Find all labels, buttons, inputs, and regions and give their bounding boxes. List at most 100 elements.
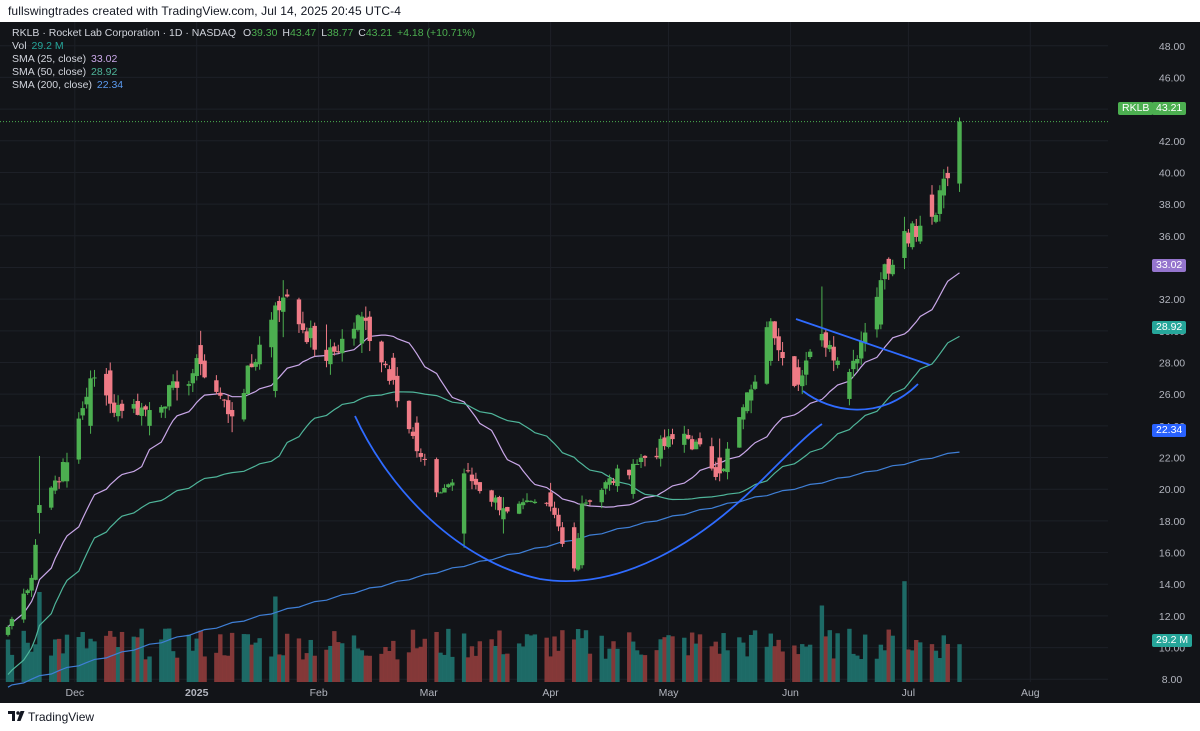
volume-bar bbox=[21, 630, 26, 682]
candle-body bbox=[111, 402, 117, 413]
candle-body bbox=[627, 469, 632, 476]
candle-body bbox=[465, 470, 471, 472]
candle-body bbox=[186, 384, 192, 386]
volume-bar bbox=[583, 630, 589, 682]
candle-body bbox=[5, 626, 11, 635]
sma200-line bbox=[7, 451, 960, 688]
volume-bar bbox=[442, 654, 447, 682]
candle-body bbox=[548, 492, 553, 507]
volume-bar bbox=[642, 655, 648, 682]
volume-bar bbox=[9, 654, 15, 682]
moving-averages bbox=[7, 272, 960, 688]
candle-body bbox=[170, 381, 176, 388]
volume-bar bbox=[560, 630, 565, 682]
volume-bar bbox=[434, 631, 439, 682]
volume-bar bbox=[273, 596, 278, 682]
candle-body bbox=[709, 446, 715, 469]
candle-body bbox=[363, 317, 369, 321]
volume-bar bbox=[524, 634, 530, 682]
volume-bar bbox=[516, 643, 522, 682]
volume-bar bbox=[933, 650, 939, 682]
candle-body bbox=[670, 434, 675, 440]
volume-bar bbox=[630, 641, 636, 682]
volume-bar bbox=[831, 658, 836, 682]
candle-body bbox=[859, 340, 864, 359]
candle-body bbox=[658, 438, 663, 459]
volume-bar bbox=[222, 655, 227, 682]
volume-bar bbox=[33, 644, 38, 682]
volume-bar bbox=[768, 633, 773, 682]
candle-body bbox=[552, 507, 557, 515]
candle-body bbox=[450, 482, 455, 486]
price-chart[interactable]: 48.0046.0044.0042.0040.0038.0036.0034.00… bbox=[0, 22, 1200, 703]
legend-sma25-row: SMA (25, close) 33.02 bbox=[12, 53, 475, 66]
volume-bar bbox=[862, 634, 868, 682]
volume-bar bbox=[713, 641, 718, 682]
volume-bar bbox=[363, 655, 369, 682]
sma200-label: SMA (200, close) bbox=[12, 79, 92, 91]
volume-bar bbox=[111, 636, 117, 682]
candle-body bbox=[615, 468, 620, 487]
volume-bar bbox=[131, 636, 137, 682]
candle-body bbox=[281, 297, 286, 312]
candle-body bbox=[300, 323, 306, 330]
candle-body bbox=[395, 375, 400, 402]
last-price-symbol-tag: RKLB bbox=[1118, 102, 1154, 115]
candle-body bbox=[713, 467, 718, 477]
volume-bar bbox=[245, 634, 251, 682]
candle-body bbox=[827, 344, 832, 350]
volume-bar bbox=[410, 629, 416, 682]
candle-body bbox=[851, 360, 856, 370]
volume-value: 29.2 M bbox=[31, 40, 64, 52]
volume-bar bbox=[324, 649, 329, 682]
time-axis[interactable]: Dec 2025 Feb Mar Apr May Jun Jul Aug bbox=[65, 687, 1039, 699]
volume-bar bbox=[450, 656, 455, 682]
candle-body bbox=[902, 231, 907, 258]
price-tick-label: 26.00 bbox=[1159, 389, 1185, 401]
candle-body bbox=[442, 487, 447, 493]
volume-bar bbox=[308, 639, 313, 682]
volume-bar bbox=[776, 639, 781, 682]
candle-body bbox=[752, 381, 758, 389]
candle-body bbox=[819, 333, 825, 341]
volume-bar bbox=[528, 635, 534, 682]
volume-bar bbox=[638, 654, 644, 682]
volume-bar bbox=[395, 659, 400, 682]
candle-body bbox=[571, 527, 577, 569]
candle-body bbox=[772, 321, 777, 339]
volume-bar bbox=[25, 642, 30, 682]
price-axis[interactable]: 48.0046.0044.0042.0040.0038.0036.0034.00… bbox=[1159, 41, 1185, 686]
volume-bar bbox=[194, 638, 199, 682]
candle-body bbox=[823, 332, 829, 348]
candle-body bbox=[336, 351, 341, 353]
candle-body bbox=[60, 461, 66, 482]
sma200-price-tag: 22.34 bbox=[1152, 424, 1187, 437]
candle-body bbox=[135, 400, 140, 415]
ohlc-change: +4.18 (+10.71%) bbox=[397, 27, 476, 39]
candle-body bbox=[520, 502, 526, 506]
volume-bar bbox=[599, 635, 604, 682]
volume-bar bbox=[115, 647, 121, 682]
candle-body bbox=[941, 178, 946, 196]
candle-body bbox=[634, 463, 640, 465]
ohlc-open-label: O bbox=[243, 27, 252, 39]
legend-symbol-row: RKLB · Rocket Lab Corporation · 1D · NAS… bbox=[12, 27, 475, 40]
candle-body bbox=[225, 400, 231, 415]
chart-pane[interactable]: 48.0046.0044.0042.0040.0038.0036.0034.00… bbox=[0, 22, 1200, 703]
volume-bar bbox=[615, 648, 620, 682]
volume-bar bbox=[902, 581, 907, 682]
candle-body bbox=[741, 407, 746, 420]
candle-body bbox=[882, 264, 888, 280]
candle-body bbox=[642, 455, 648, 458]
candles bbox=[5, 117, 962, 637]
candle-body bbox=[218, 392, 223, 396]
price-tick-label: 12.00 bbox=[1159, 611, 1185, 623]
candle-body bbox=[88, 378, 93, 426]
volume-bar bbox=[878, 644, 884, 682]
volume-bar bbox=[159, 639, 164, 682]
candle-body bbox=[603, 482, 608, 489]
volume-bar bbox=[697, 634, 703, 682]
volume-bar bbox=[469, 646, 475, 682]
candle-body bbox=[918, 225, 923, 242]
candle-body bbox=[717, 457, 722, 474]
